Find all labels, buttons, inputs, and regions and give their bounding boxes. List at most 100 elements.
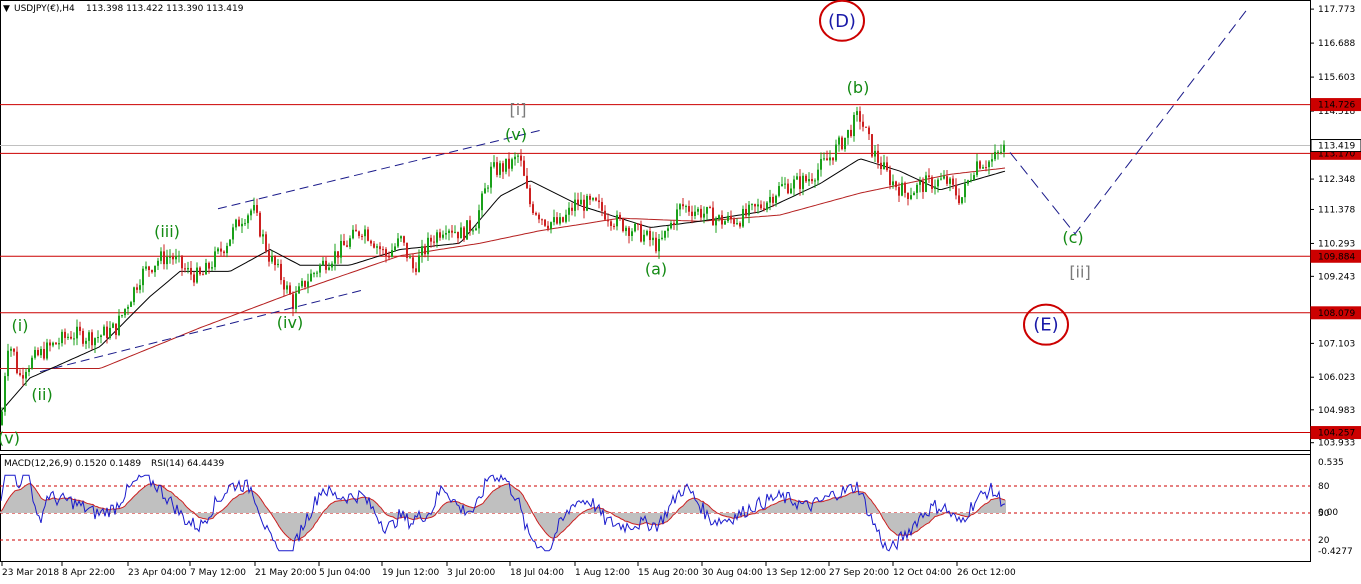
- price-tick-label: 112.348: [1318, 175, 1355, 185]
- candle-body: [139, 285, 141, 290]
- candle-body: [898, 187, 900, 196]
- candle-body: [424, 246, 426, 255]
- candle-body: [826, 158, 828, 161]
- level-tag-label: 113.419: [1318, 142, 1355, 152]
- time-tick-label: 19 Jun 12:00: [382, 568, 439, 578]
- candle-body: [484, 188, 486, 194]
- candle-body: [313, 273, 315, 275]
- candle-body: [181, 255, 183, 269]
- level-tag-bg: [1310, 139, 1361, 153]
- candle-body: [499, 163, 501, 175]
- candle-body: [823, 158, 825, 160]
- candle-body: [880, 162, 882, 170]
- candle-body: [319, 265, 321, 273]
- level-tags: 114.726 113.170 109.884 108.079 104.257 113.4…: [1310, 98, 1361, 440]
- candle-body: [16, 351, 18, 374]
- time-tick-label: 30 Aug 04:00: [702, 568, 763, 578]
- rsi-line: [0, 473, 1006, 552]
- time-tick-label: 1 Aug 12:00: [575, 568, 630, 578]
- candle-body: [856, 111, 858, 115]
- candle-body: [979, 161, 981, 169]
- time-tick-label: 21 May 20:00: [255, 568, 317, 578]
- candle-body: [322, 260, 324, 266]
- candle-body: [802, 175, 804, 189]
- candle-body: [418, 255, 420, 272]
- candle-body: [226, 245, 228, 254]
- wave-label: (iii): [154, 222, 180, 241]
- candle-body: [514, 156, 516, 160]
- candle-body: [301, 280, 303, 287]
- price-tick-label: 111.378: [1318, 205, 1355, 215]
- candle-body: [523, 160, 525, 176]
- candle-body: [583, 199, 585, 211]
- candle-body: [901, 182, 903, 196]
- candle-body: [595, 197, 597, 201]
- candle-body: [781, 184, 783, 187]
- candle-body: [49, 342, 51, 346]
- candle-body: [259, 212, 261, 237]
- candle-body: [529, 188, 531, 205]
- candle-body: [649, 230, 651, 241]
- candle-body: [1, 411, 3, 425]
- candle-body: [478, 210, 480, 229]
- circle-marker: [819, 0, 865, 42]
- wave-label: (a): [645, 260, 667, 279]
- candle-body: [844, 137, 846, 150]
- price-tick-label: 103.933: [1318, 439, 1355, 449]
- candle-body: [451, 230, 453, 233]
- candle-body: [853, 114, 855, 137]
- candle-body: [361, 235, 363, 237]
- candle-body: [943, 176, 945, 179]
- time-tick-label: 23 Apr 04:00: [128, 568, 187, 578]
- candle-body: [331, 263, 333, 268]
- candle-body: [955, 184, 957, 196]
- candle-body: [511, 159, 513, 169]
- candle-body: [454, 231, 456, 233]
- candle-body: [895, 181, 897, 188]
- candle-body: [274, 256, 276, 266]
- candle-body: [262, 234, 264, 237]
- candle-body: [706, 207, 708, 214]
- candle-body: [382, 249, 384, 251]
- candle-body: [571, 207, 573, 211]
- candle-body: [376, 246, 378, 248]
- candle-body: [535, 212, 537, 215]
- candle-body: [217, 248, 219, 252]
- candle-body: [268, 250, 270, 262]
- candle-body: [358, 231, 360, 236]
- candle-body: [196, 267, 198, 283]
- candle-body: [916, 184, 918, 193]
- candle-body: [73, 338, 75, 340]
- candle-body: [964, 183, 966, 198]
- candle-body: [151, 270, 153, 273]
- candle-body: [565, 214, 567, 222]
- candle-body: [991, 159, 993, 162]
- wave-label: (v): [0, 429, 20, 448]
- candle-body: [940, 178, 942, 180]
- candle-body: [25, 371, 27, 379]
- candle-body: [568, 207, 570, 215]
- candle-body: [235, 219, 237, 228]
- header-symbol: USDJPY(€),H4: [14, 4, 75, 14]
- candle-body: [913, 192, 915, 196]
- candle-body: [103, 326, 105, 336]
- candle-body: [517, 155, 519, 157]
- candle-body: [661, 237, 663, 239]
- candle-body: [118, 315, 120, 336]
- candle-body: [136, 287, 138, 290]
- candle-body: [67, 336, 69, 338]
- wave-label: (v): [505, 125, 527, 144]
- signal-line: [0, 483, 1006, 542]
- candle-body: [757, 204, 759, 207]
- candle-body: [172, 256, 174, 260]
- candle-body: [109, 327, 111, 339]
- candle-body: [574, 199, 576, 211]
- candle-body: [688, 206, 690, 212]
- candle-body: [910, 195, 912, 199]
- candle-body: [541, 219, 543, 221]
- candle-body: [586, 195, 588, 211]
- candle-body: [286, 285, 288, 290]
- candle-body: [580, 199, 582, 205]
- candle-body: [769, 196, 771, 203]
